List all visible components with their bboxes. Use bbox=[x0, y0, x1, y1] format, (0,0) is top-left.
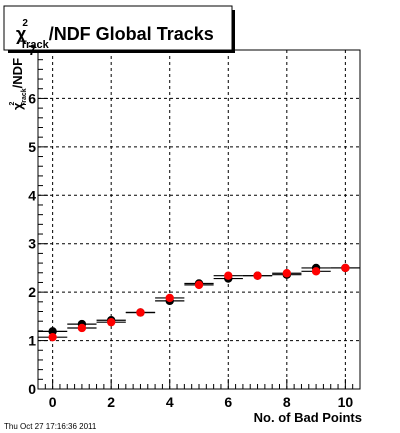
x-tick-label: 8 bbox=[283, 394, 291, 410]
x-tick-label: 6 bbox=[224, 394, 232, 410]
y-tick-label: 2 bbox=[28, 284, 36, 300]
data-point-red bbox=[106, 317, 116, 327]
axis-ticks bbox=[37, 49, 361, 390]
ylabel-chi: χ bbox=[10, 102, 25, 110]
timestamp: Thu Oct 27 17:16:36 2011 bbox=[4, 422, 97, 431]
data-point-red bbox=[194, 280, 204, 290]
x-tick-labels: 0 2 4 6 8 10 bbox=[49, 394, 354, 410]
data-point-red bbox=[77, 323, 87, 333]
x-tick-label: 10 bbox=[338, 394, 354, 410]
chart-title: χ2 Track/NDF Global Tracks bbox=[16, 18, 214, 51]
x-tick-label: 2 bbox=[107, 394, 115, 410]
title-superscript: 2 bbox=[22, 18, 28, 29]
plot-frame bbox=[37, 49, 361, 390]
y-tick-label: 1 bbox=[28, 333, 36, 349]
ylabel-subscript: Track bbox=[21, 88, 28, 106]
ylabel-superscript: 2 bbox=[9, 102, 16, 106]
data-point-red bbox=[282, 269, 292, 278]
data-point-red bbox=[165, 293, 174, 303]
y-tick-labels: 0 1 2 3 4 5 6 7 bbox=[28, 42, 36, 397]
data-point-red bbox=[136, 308, 145, 317]
x-axis-label: No. of Bad Points bbox=[254, 410, 362, 425]
title-chi: χ bbox=[16, 24, 27, 44]
title-rest: /NDF Global Tracks bbox=[49, 24, 214, 44]
y-axis-label: χ2 Track/NDF bbox=[9, 58, 28, 110]
data-points bbox=[38, 263, 360, 342]
data-point-red bbox=[341, 263, 350, 273]
y-tick-label: 0 bbox=[28, 381, 36, 397]
title-subscript: Track bbox=[20, 39, 50, 51]
title-box: χ2 Track/NDF Global Tracks bbox=[3, 5, 235, 53]
x-tick-label: 0 bbox=[49, 394, 57, 410]
y-tick-label: 5 bbox=[28, 139, 36, 155]
ylabel-rest: /NDF bbox=[10, 58, 25, 88]
y-tick-label: 4 bbox=[28, 187, 36, 203]
data-point-black bbox=[48, 327, 57, 336]
x-tick-label: 4 bbox=[166, 394, 174, 410]
data-point-red bbox=[224, 271, 233, 280]
y-tick-label: 7 bbox=[28, 42, 36, 58]
data-point-red bbox=[253, 271, 262, 280]
data-point-red bbox=[311, 267, 321, 276]
grid bbox=[38, 49, 360, 389]
y-tick-label: 6 bbox=[28, 90, 36, 106]
y-tick-label: 3 bbox=[28, 236, 36, 252]
data-point-red bbox=[48, 332, 57, 342]
